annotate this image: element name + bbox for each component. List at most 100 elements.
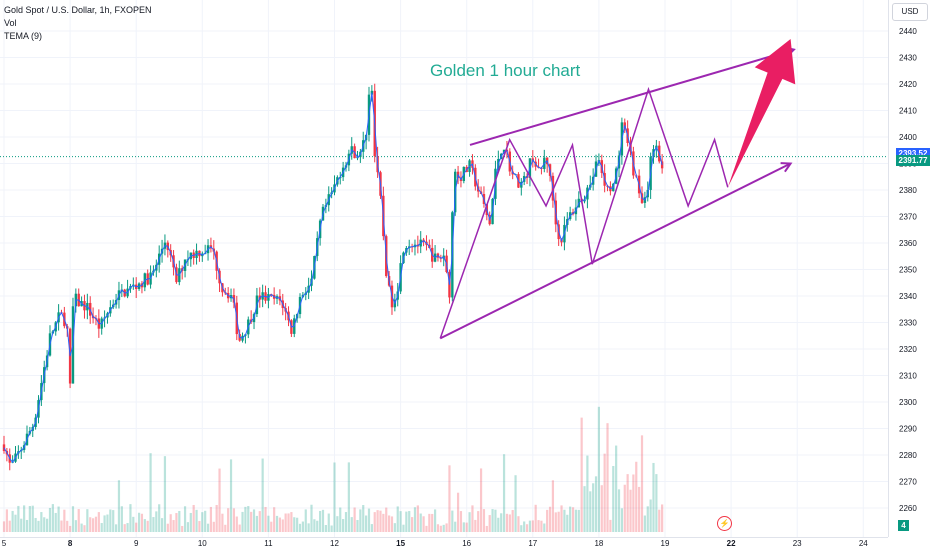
volume-bar [597, 406, 600, 532]
volume-bar [129, 504, 132, 532]
volume-bar [103, 515, 106, 532]
y-tick-label: 2310 [899, 372, 917, 381]
volume-bar [163, 456, 167, 532]
volume-bar [600, 485, 603, 532]
volume-bar [281, 519, 284, 532]
volume-bar [123, 524, 126, 532]
volume-bar [655, 474, 658, 532]
last-price-tag: 2393.52 [896, 148, 930, 160]
tema-line [3, 92, 663, 464]
volume-bar [241, 511, 244, 532]
zigzag-pattern [439, 86, 729, 339]
volume-bar [11, 510, 14, 532]
volume-bar [8, 520, 11, 532]
volume-bar [554, 512, 557, 532]
volume-bar [505, 513, 509, 532]
volume-bar [258, 511, 261, 532]
y-tick-label: 2440 [899, 27, 917, 36]
y-tick-label: 2370 [899, 213, 917, 222]
volume-bar [571, 507, 575, 532]
tema-polyline [3, 92, 663, 464]
volume-bar [224, 524, 227, 532]
symbol-title[interactable]: Gold Spot / U.S. Dollar, 1h, FXOPEN [4, 5, 152, 15]
volume-bar [74, 520, 77, 532]
volume-bar [543, 523, 546, 532]
x-tick-label: 22 [727, 539, 736, 548]
volume-bar [218, 468, 221, 532]
volume-bar [436, 524, 440, 532]
volume-bar [569, 506, 572, 532]
volume-bar [566, 514, 569, 532]
volume-bar [275, 515, 279, 532]
volume-bar [160, 518, 164, 532]
volume-bar [112, 510, 115, 532]
volume-bar [586, 455, 589, 532]
volume-bar [405, 511, 408, 532]
volume-bar [382, 513, 385, 532]
volume-bar [416, 505, 419, 532]
volume-bar [471, 505, 474, 532]
x-tick-label: 18 [594, 539, 603, 548]
volume-bar [629, 489, 632, 532]
y-tick-label: 2350 [899, 266, 917, 275]
volume-bar [385, 507, 388, 532]
volume-bar [546, 509, 549, 532]
volume-bar [433, 509, 437, 532]
volume-bar [247, 506, 250, 532]
tema-legend[interactable]: TEMA (9) [4, 31, 43, 41]
price-axis[interactable]: 2260 2270 2280 2290 2300 2310 2320 2330 2340 2350… [888, 0, 918, 537]
volume-bar [342, 519, 345, 532]
volume-bar [201, 512, 204, 532]
volume-bar [137, 512, 141, 532]
y-tick-label: 2400 [899, 133, 917, 142]
volume-bar [232, 508, 236, 532]
volume-bar [31, 505, 34, 532]
currency-button[interactable]: USD [892, 3, 928, 21]
volume-bar [252, 509, 256, 532]
volume-bar [175, 513, 178, 532]
volume-bar [319, 510, 322, 532]
time-axis[interactable]: 5 8 9 10 11 12 15 16 17 18 19 22 23 24 [0, 537, 888, 549]
volume-bar [77, 509, 80, 532]
x-tick-label: 17 [528, 539, 537, 548]
volume-bar [606, 423, 609, 532]
lightning-icon[interactable]: ⚡ [717, 516, 732, 531]
volume-bar [353, 507, 356, 532]
volume-bar [293, 517, 296, 532]
volume-bar [563, 509, 566, 532]
volume-bar [551, 480, 555, 532]
x-tick-label: 11 [264, 539, 273, 548]
volume-bar [419, 513, 422, 532]
volume-bar [577, 509, 580, 532]
volume-bar [531, 520, 534, 532]
volume-bar [106, 514, 109, 532]
volume-bar [158, 504, 161, 532]
volume-bar [468, 512, 471, 532]
volume-bar [17, 505, 20, 532]
volume-bar [83, 525, 86, 532]
corner-badge[interactable]: 4 [898, 520, 909, 531]
volume-bar [448, 465, 451, 532]
volume-bar [580, 417, 583, 532]
volume-bar [508, 514, 511, 532]
volume-bar [488, 515, 491, 532]
y-tick-label: 2280 [899, 451, 917, 460]
chart-grid [0, 0, 888, 537]
volume-bar [20, 518, 23, 532]
volume-bar [114, 524, 118, 532]
volume-bar [638, 486, 641, 532]
volume-bar [327, 513, 330, 532]
volume-bar [290, 512, 293, 532]
y-tick-label: 2340 [899, 292, 917, 301]
volume-bar [517, 516, 520, 532]
y-tick-label: 2360 [899, 239, 917, 248]
volume-bar [367, 508, 371, 532]
x-tick-label: 24 [859, 539, 868, 548]
volume-bar [454, 521, 457, 532]
projection-arrow [727, 38, 796, 188]
volume-bar [620, 508, 623, 532]
volume-legend[interactable]: Vol [4, 18, 17, 28]
volume-bar [313, 519, 316, 532]
volume-bar [221, 513, 224, 532]
